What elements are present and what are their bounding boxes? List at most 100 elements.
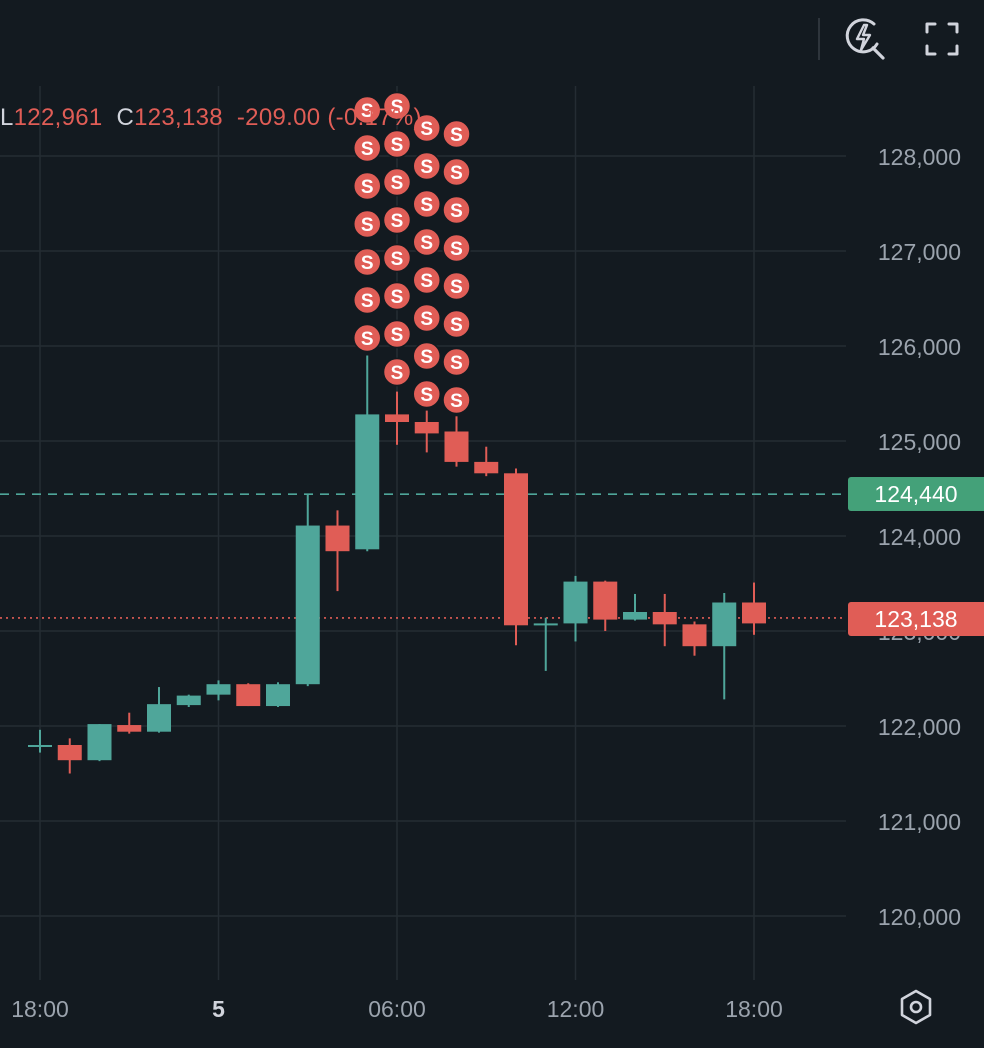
sell-marker[interactable]: S — [412, 189, 441, 219]
candle[interactable] — [385, 391, 409, 445]
candle-body[interactable] — [325, 525, 350, 552]
settings-hexagon-icon[interactable] — [897, 987, 935, 1027]
candle[interactable] — [414, 410, 439, 453]
sell-marker[interactable]: S — [442, 195, 471, 225]
candle[interactable] — [57, 738, 82, 774]
sell-marker[interactable]: S — [382, 281, 412, 311]
candle-body[interactable] — [414, 422, 439, 434]
candle-body[interactable] — [652, 612, 677, 625]
sell-marker[interactable]: S — [412, 265, 441, 295]
candle[interactable] — [28, 729, 52, 753]
candle[interactable] — [563, 575, 588, 642]
candles[interactable] — [28, 355, 766, 774]
candle-body[interactable] — [712, 602, 737, 647]
sell-marker-dot[interactable] — [382, 91, 412, 121]
candle-body[interactable] — [563, 581, 588, 624]
sell-marker-dot[interactable] — [442, 157, 471, 187]
candle-body[interactable] — [117, 725, 142, 732]
sell-marker-dot[interactable] — [353, 209, 382, 239]
candle-body[interactable] — [147, 704, 171, 732]
sell-marker[interactable]: S — [353, 285, 382, 315]
candle-body[interactable] — [355, 414, 380, 550]
candle-body[interactable] — [236, 684, 261, 707]
sell-marker-dot[interactable] — [382, 167, 412, 197]
sell-marker[interactable]: S — [442, 309, 471, 339]
candle-body[interactable] — [87, 724, 112, 761]
sell-marker-dot[interactable] — [442, 119, 471, 149]
sell-marker[interactable]: S — [353, 133, 382, 163]
candle-body[interactable] — [266, 684, 290, 707]
sell-marker-dot[interactable] — [382, 129, 412, 159]
sell-marker-dot[interactable] — [442, 309, 471, 339]
sell-marker-dot[interactable] — [442, 195, 471, 225]
sell-marker[interactable]: S — [412, 227, 441, 257]
sell-marker[interactable]: S — [442, 347, 471, 377]
sell-marker-dot[interactable] — [412, 113, 441, 143]
candle[interactable] — [325, 510, 350, 592]
candle[interactable] — [355, 355, 380, 552]
sell-marker[interactable]: S — [442, 385, 471, 415]
sell-marker[interactable]: S — [382, 357, 412, 387]
candle[interactable] — [474, 446, 499, 477]
sell-marker-dot[interactable] — [412, 265, 441, 295]
candle[interactable] — [652, 593, 677, 647]
lightning-search-icon[interactable] — [843, 16, 889, 62]
candle-body[interactable] — [533, 623, 558, 626]
candle-body[interactable] — [444, 431, 469, 462]
candle-body[interactable] — [504, 473, 528, 626]
candle-body[interactable] — [474, 461, 499, 474]
candle[interactable] — [147, 687, 171, 733]
sell-marker-dot[interactable] — [382, 243, 412, 273]
fullscreen-icon[interactable] — [919, 16, 965, 62]
sell-marker-dot[interactable] — [353, 323, 382, 353]
candle-body[interactable] — [593, 581, 618, 620]
sell-marker[interactable]: S — [412, 151, 441, 181]
sell-marker-dot[interactable] — [412, 151, 441, 181]
candle[interactable] — [87, 724, 112, 762]
sell-marker[interactable]: S — [412, 303, 441, 333]
sell-marker[interactable]: S — [412, 341, 441, 371]
candle[interactable] — [504, 468, 528, 646]
sell-marker[interactable]: S — [442, 119, 471, 149]
sell-marker-dot[interactable] — [353, 285, 382, 315]
sell-marker-dot[interactable] — [382, 205, 412, 235]
sell-marker-dot[interactable] — [382, 281, 412, 311]
sell-marker-dot[interactable] — [412, 227, 441, 257]
sell-marker-dot[interactable] — [353, 247, 382, 277]
candle[interactable] — [742, 582, 766, 635]
sell-marker-dot[interactable] — [442, 271, 471, 301]
candle-body[interactable] — [176, 695, 201, 706]
candle-body[interactable] — [385, 414, 409, 422]
sell-marker-dot[interactable] — [412, 341, 441, 371]
sell-marker[interactable]: S — [382, 91, 412, 121]
sell-marker[interactable]: S — [353, 209, 382, 239]
sell-marker-dot[interactable] — [412, 303, 441, 333]
candle-body[interactable] — [28, 745, 52, 747]
sell-marker[interactable]: S — [412, 379, 441, 409]
candle[interactable] — [206, 680, 231, 701]
sell-marker[interactable]: S — [412, 113, 441, 143]
candle-body[interactable] — [742, 602, 766, 624]
candle-body[interactable] — [295, 525, 320, 685]
sell-marker[interactable]: S — [382, 319, 412, 349]
sell-marker[interactable]: S — [353, 171, 382, 201]
sell-marker[interactable]: S — [382, 243, 412, 273]
time-axis[interactable]: 18:00 5 06:00 12:00 18:00 — [11, 996, 783, 1022]
candle[interactable] — [444, 416, 469, 467]
candle[interactable] — [682, 621, 707, 656]
candle[interactable] — [623, 593, 647, 621]
sell-marker[interactable]: S — [442, 157, 471, 187]
candle-body[interactable] — [57, 745, 82, 761]
sell-marker-dot[interactable] — [382, 319, 412, 349]
candle[interactable] — [266, 682, 290, 707]
candle-body[interactable] — [206, 684, 231, 695]
sell-marker[interactable]: S — [353, 323, 382, 353]
candle[interactable] — [712, 593, 737, 700]
price-axis[interactable]: 120,000121,000122,000123,000124,000125,0… — [878, 144, 961, 930]
sell-marker[interactable]: S — [382, 129, 412, 159]
candle[interactable] — [117, 712, 142, 734]
sell-marker[interactable]: S — [442, 233, 471, 263]
candle[interactable] — [236, 683, 261, 707]
sell-marker[interactable]: S — [353, 95, 382, 125]
